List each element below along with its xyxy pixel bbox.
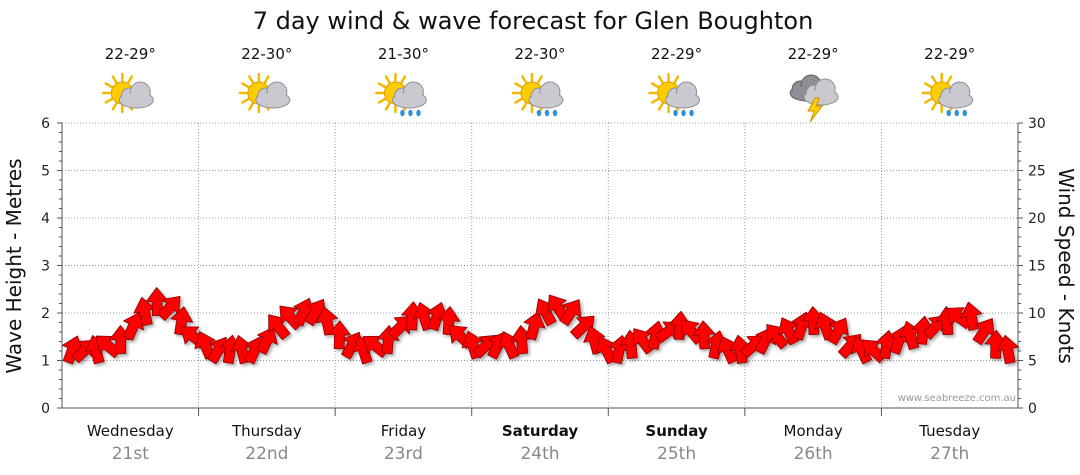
y-tick-label-right: 30: [1028, 116, 1046, 132]
wind-arrow: [268, 314, 291, 341]
day-name-label: Thursday: [231, 422, 302, 440]
day-date-label: 22nd: [245, 444, 288, 464]
day-date-label: 21st: [112, 444, 149, 464]
wind-arrow: [766, 324, 789, 350]
wind-arrow: [668, 310, 692, 340]
day-name-label: Monday: [784, 422, 843, 440]
y-tick-label-right: 20: [1028, 211, 1046, 227]
showers-icon: [511, 72, 564, 117]
showers-icon: [921, 72, 974, 117]
y-tick-label-left: 1: [41, 354, 50, 370]
y-tick-label-left: 3: [41, 259, 50, 275]
wind-arrow: [523, 311, 546, 341]
wind-arrow: [256, 326, 278, 355]
day-temperature: 22-29°: [651, 45, 702, 63]
wind-arrow: [984, 329, 1008, 359]
day-date-label: 26th: [794, 444, 833, 464]
y-tick-label-right: 15: [1028, 259, 1046, 275]
wind-arrow: [328, 320, 351, 350]
y-tick-label-right: 5: [1028, 354, 1037, 370]
y-tick-label-left: 5: [41, 164, 50, 180]
wind-arrow: [570, 315, 595, 340]
y-tick-label-left: 6: [41, 116, 50, 132]
day-name-label: Sunday: [645, 422, 708, 440]
y-axis-label-left: Wave Height - Metres: [2, 158, 26, 373]
storm-icon: [789, 74, 839, 123]
day-name-label: Saturday: [502, 422, 579, 440]
chart-title: 7 day wind & wave forecast for Glen Boug…: [253, 7, 814, 35]
day-date-label: 24th: [520, 444, 559, 464]
wind-arrow: [996, 334, 1019, 365]
credit-text: www.seabreeze.com.au: [898, 393, 1016, 404]
day-temperature: 22-29°: [924, 45, 975, 63]
day-temperature: 22-29°: [788, 45, 839, 63]
day-name-label: Wednesday: [87, 422, 174, 440]
wind-arrow: [133, 296, 156, 327]
day-name-label: Tuesday: [918, 422, 980, 440]
y-tick-label-right: 25: [1028, 164, 1046, 180]
showers-icon: [375, 72, 427, 117]
day-temperature: 21-30°: [378, 45, 429, 63]
wind-arrow: [911, 315, 935, 345]
wind-arrow: [426, 302, 449, 332]
wind-arrow: [157, 296, 181, 321]
day-temperature: 22-30°: [241, 45, 292, 63]
wind-arrow: [802, 306, 825, 336]
wind-arrow: [875, 330, 899, 360]
day-date-label: 25th: [657, 444, 696, 464]
y-tick-label-left: 4: [41, 211, 50, 227]
wind-arrow: [827, 317, 849, 346]
day-date-label: 27th: [930, 444, 969, 464]
showers-icon: [648, 72, 701, 117]
y-axis-label-right: Wind Speed - Knots: [1054, 168, 1078, 364]
y-tick-label-left: 2: [41, 306, 50, 322]
wind-arrow: [972, 318, 995, 346]
day-name-label: Friday: [381, 422, 427, 440]
wind-arrow: [510, 325, 534, 355]
y-tick-label-left: 0: [41, 401, 50, 417]
day-temperature: 22-29°: [105, 45, 156, 63]
partly-cloudy-icon: [238, 72, 291, 114]
day-date-label: 23rd: [384, 444, 423, 464]
y-tick-label-right: 10: [1028, 306, 1046, 322]
day-temperature: 22-30°: [514, 45, 565, 63]
y-tick-label-right: 0: [1028, 401, 1037, 417]
wind-arrow: [559, 299, 582, 327]
partly-cloudy-icon: [102, 72, 154, 114]
